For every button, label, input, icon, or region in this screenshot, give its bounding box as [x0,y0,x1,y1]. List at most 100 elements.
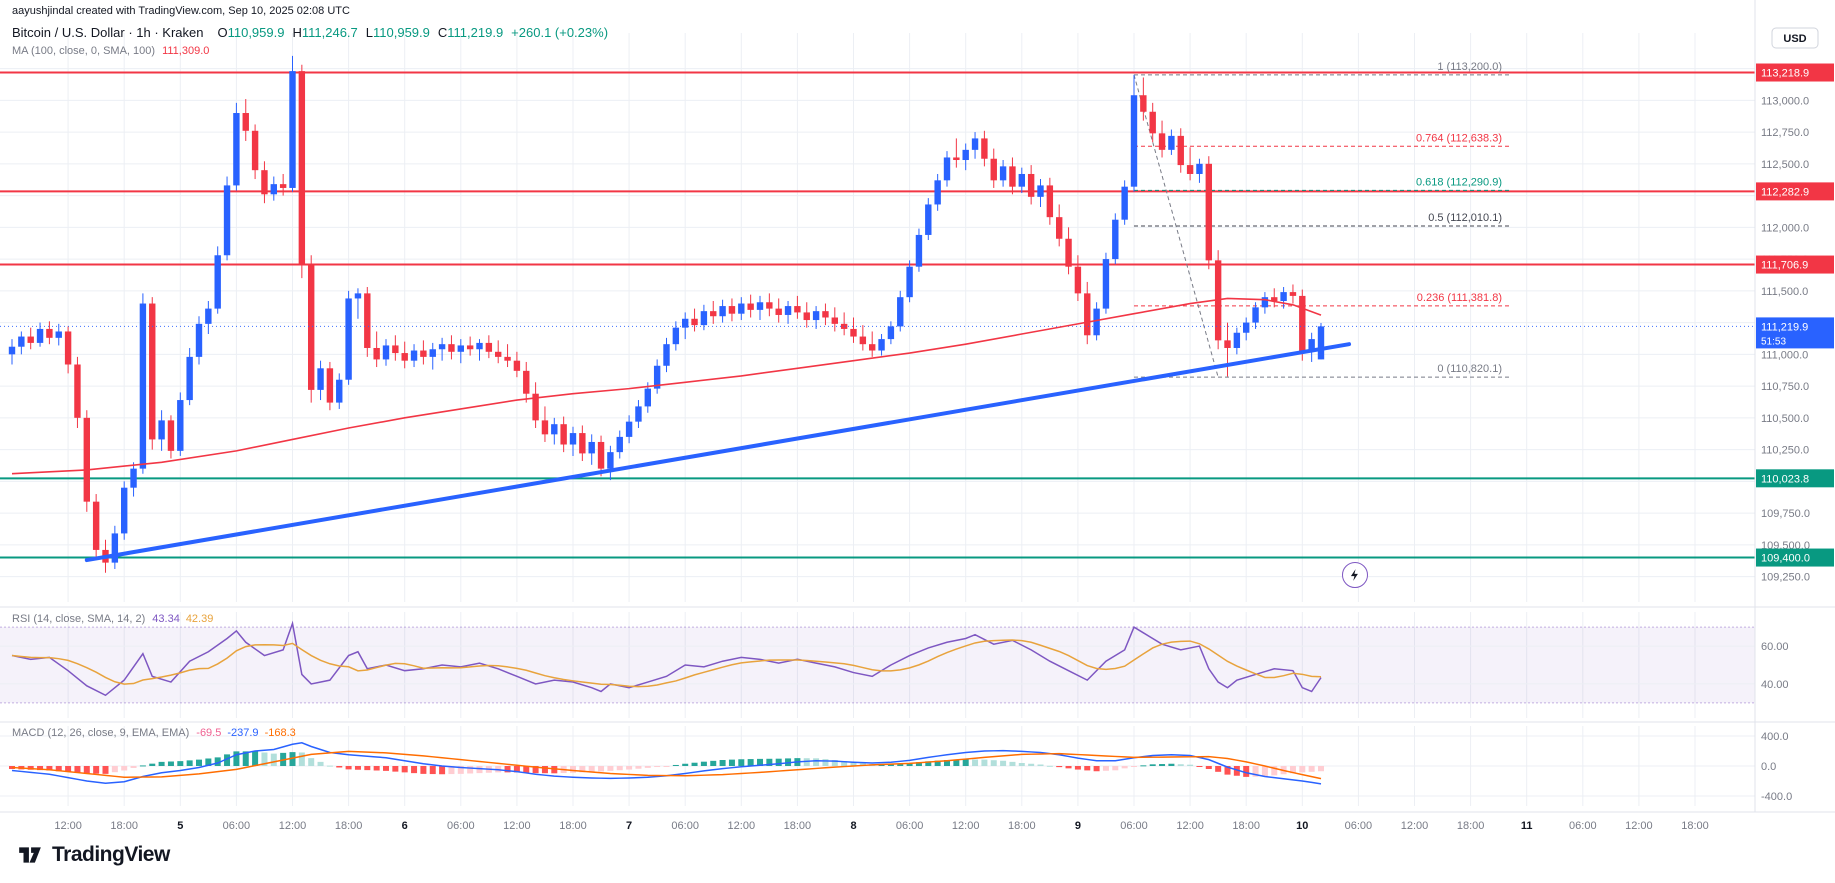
macd-histogram-bar [252,751,259,766]
candle [1186,165,1194,174]
symbol-title[interactable]: Bitcoin / U.S. Dollar · 1h · Kraken [12,25,204,40]
candle [784,306,792,315]
price-axis-label: 113,000.0 [1761,95,1809,107]
macd-histogram-bar [981,759,988,766]
quick-trade-button[interactable] [1342,562,1368,588]
candle [495,351,502,357]
macd-histogram-bar [1205,766,1212,769]
candle [36,328,44,343]
candle [532,393,539,421]
time-axis-day-label: 10 [1296,820,1308,832]
candle [1261,297,1269,308]
price-chip [1756,182,1834,201]
price-chip [1756,63,1834,82]
candle [915,234,923,267]
candle [1065,238,1072,267]
macd-histogram-bar [953,759,960,766]
time-axis-label: 06:00 [1120,820,1148,832]
macd-histogram-bar [1271,766,1278,776]
macd-histogram-bar [1102,766,1109,771]
macd-label: MACD (12, 26, close, 9, EMA, EMA) [12,727,190,739]
candle [438,344,446,350]
macd-legend[interactable]: MACD (12, 26, close, 9, EMA, EMA) -69.5 -2… [12,727,296,739]
macd-histogram-bar [1009,761,1016,766]
macd-hist-value: -69.5 [196,727,222,739]
macd-histogram-bar [298,752,305,766]
macd-histogram-bar [65,766,72,772]
price-axis[interactable]: 113,000.0 112,750.0 112,500.0 112,000.0 111,… [1756,27,1834,803]
macd-histogram-bar [102,766,109,774]
rsi-layer[interactable] [11,620,1322,697]
rsi-axis-label: 60.00 [1761,641,1789,653]
rsi-axis-label: 40.00 [1761,679,1789,691]
ma-legend[interactable]: MA (100, close, 0, SMA, 100) 111,309.0 [12,45,209,57]
macd-histogram-bar [598,766,605,772]
candle [64,331,72,365]
macd-histogram-bar [859,763,866,766]
macd-histogram-bar [700,761,707,766]
macd-histogram-bar [822,759,829,766]
candle [513,360,521,371]
attribution: aayushjindal created with TradingView.co… [12,5,350,17]
tradingview-logo[interactable]: TradingView [16,842,170,868]
macd-histogram-bar [1159,764,1166,766]
candle [1299,295,1306,352]
macd-axis-label: -400.0 [1761,791,1792,803]
high-value: 111,246.7 [301,25,358,40]
macd-histogram-bar [813,758,820,766]
macd-line-value: -237.9 [227,727,259,739]
macd-histogram-bar [345,766,352,770]
macd-histogram-bar [167,761,174,766]
price-chip [1756,469,1834,488]
time-axis-label: 06:00 [896,820,924,832]
trendline[interactable] [84,342,1352,563]
time-axis-label: 06:00 [671,820,699,832]
candle [289,71,296,188]
macd-histogram-bar [1299,766,1306,773]
macd-histogram-bar [93,766,100,774]
candle [55,331,62,338]
candle [738,303,745,314]
price-chip-value: 109,400.0 [1761,553,1810,565]
macd-layer[interactable] [9,741,1324,785]
rsi-ma-line [11,639,1322,688]
macd-histogram-bar [205,758,212,766]
separators [0,0,1835,813]
macd-histogram-bar [757,758,763,766]
macd-histogram-bar [467,766,474,774]
price-axis-label: 109,250.0 [1761,572,1810,584]
macd-histogram-bar [411,766,418,774]
candle [8,346,16,355]
macd-histogram-bar [570,766,576,773]
time-axis-label: 18:00 [1681,820,1709,832]
price-chip-value: 113,218.9 [1761,68,1809,80]
candle [1196,163,1203,174]
ma-100-line[interactable] [11,297,1322,475]
candle [953,157,960,161]
candles-layer[interactable] [0,55,1755,573]
macd-histogram-bar [1018,763,1025,766]
macd-histogram-bar [1177,764,1184,766]
macd-histogram-bar [1074,766,1081,770]
candle [448,344,455,352]
candle [925,204,932,235]
macd-histogram-bar [261,752,268,766]
candle [214,255,221,309]
candle [541,420,549,435]
time-axis-day-label: 7 [626,820,632,832]
candle [653,365,661,389]
time-axis[interactable]: 12:00 18:00 5 06:00 12:00 18:00 6 06:00 12:00 18:… [54,820,1708,832]
fib-level-label: 0.618 (112,290.9) [1416,176,1502,188]
macd-histogram-bar [616,766,623,771]
time-axis-label: 18:00 [1232,820,1260,832]
macd-histogram-bar [55,766,62,772]
candle [485,342,493,352]
candle [691,318,698,326]
candle [1271,297,1278,301]
price-axis-label: 110,750.0 [1761,381,1809,393]
price-lines-layer[interactable] [0,71,1755,559]
time-axis-label: 12:00 [1176,820,1204,832]
rsi-legend[interactable]: RSI (14, close, SMA, 14, 2) 43.34 42.39 [12,613,213,625]
candle [597,441,605,469]
